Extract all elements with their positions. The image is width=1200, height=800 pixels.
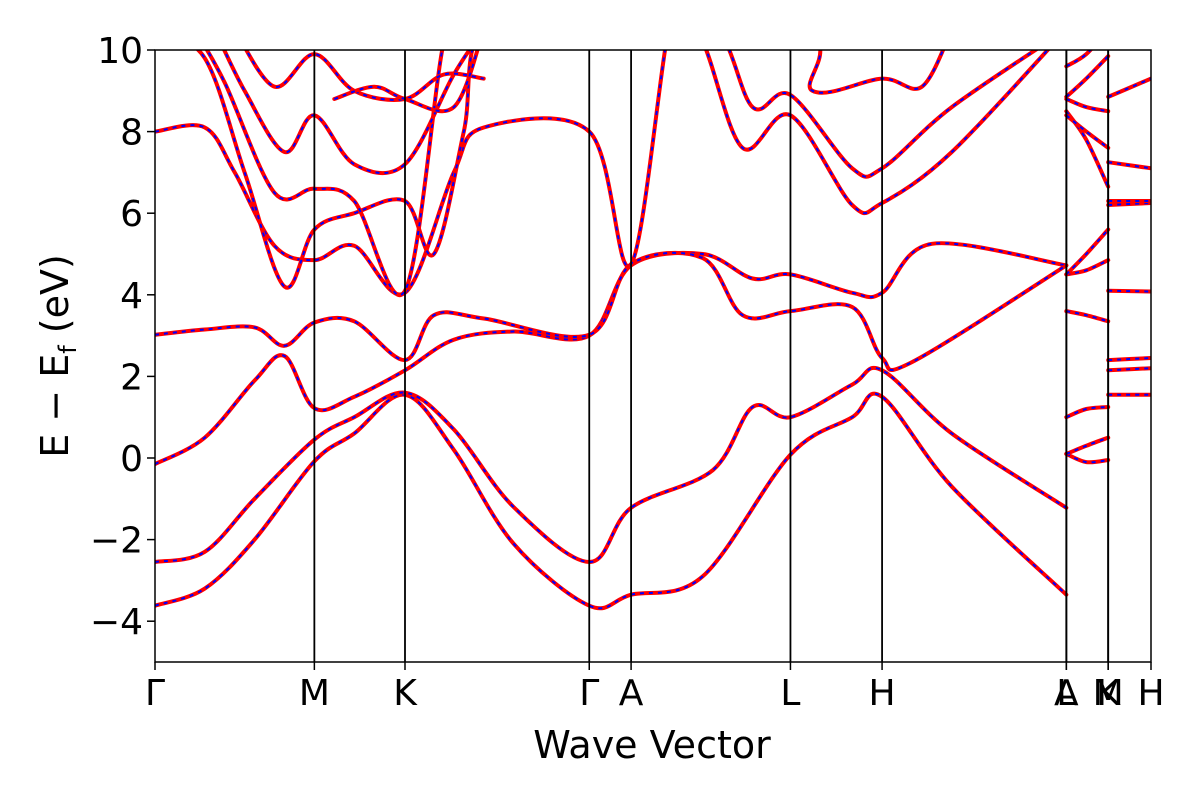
- y-tick-label: 10: [97, 31, 143, 72]
- x-tick-label: A: [619, 673, 644, 714]
- band-line-red-6: [204, 50, 946, 297]
- y-tick-label: 8: [120, 113, 143, 154]
- band-line-blue-27: [1108, 161, 1151, 170]
- band-line-blue-14: [1066, 259, 1109, 276]
- band-line-red-12: [1064, 405, 1111, 420]
- band-line-blue-19: [1065, 55, 1109, 98]
- band-line-red-9: [332, 50, 480, 114]
- band-line-blue-10: [1065, 452, 1109, 464]
- band-line-blue-17: [1065, 114, 1109, 149]
- band-line-blue-6: [205, 50, 945, 296]
- band-line-blue-3: [155, 251, 1067, 372]
- band-line-red-20: [1064, 50, 1094, 69]
- y-tick-label: 0: [120, 439, 143, 480]
- x-tick-label: M: [299, 673, 330, 714]
- x-axis-ticks: Γ M K Γ A L H AL MK H: [145, 662, 1165, 714]
- x-tick-label: L: [1056, 673, 1076, 714]
- band-line-blue-18: [1065, 98, 1109, 113]
- band-line-blue-11: [1065, 436, 1109, 455]
- band-line-blue-7: [223, 50, 471, 174]
- y-axis-ticks: −4 −2 0 2 4 6 8 10: [90, 31, 155, 643]
- band-line-blue-24: [1108, 289, 1151, 293]
- x-tick-label: H: [1137, 673, 1164, 714]
- band-line-blue-0: [155, 392, 1067, 610]
- x-tick-label: M: [1093, 673, 1124, 714]
- band-line-blue-15: [1065, 228, 1109, 276]
- band-line-blue-22: [1108, 367, 1151, 372]
- y-axis-title-unit: (eV): [33, 254, 77, 345]
- band-line-blue-25: [1108, 202, 1151, 206]
- band-line-red-5: [195, 50, 1040, 290]
- y-tick-label: −4: [90, 602, 143, 643]
- x-axis-title: Wave Vector: [533, 723, 771, 767]
- x-tick-label: L: [780, 673, 800, 714]
- band-line-blue-23: [1108, 357, 1151, 362]
- band-line-blue-5: [196, 50, 1038, 289]
- y-tick-label: 6: [120, 194, 143, 235]
- x-tick-label: A: [1054, 673, 1079, 714]
- band-line-red-3: [155, 250, 1069, 373]
- y-tick-label: 4: [120, 276, 143, 317]
- y-tick-label: 2: [120, 357, 143, 398]
- x-tick-label: Γ: [145, 673, 165, 714]
- x-tick-label: Γ: [579, 673, 599, 714]
- y-axis-title-subscript: f: [54, 345, 82, 354]
- y-tick-label: −2: [90, 521, 143, 562]
- band-line-blue-1: [155, 366, 1067, 564]
- band-line-blue-28: [1107, 77, 1151, 98]
- band-line-red-1: [155, 365, 1069, 565]
- band-line-blue-12: [1065, 406, 1109, 419]
- x-tick-label: H: [869, 673, 896, 714]
- plot-frame: [154, 49, 1152, 663]
- x-tick-label: K: [393, 673, 418, 714]
- band-lines: [155, 50, 1151, 611]
- band-line-red-0: [155, 391, 1069, 611]
- kpoint-divider-lines: [313, 50, 1110, 662]
- y-axis-title-main: E − E: [33, 354, 77, 458]
- y-axis-title: E − Ef (eV): [33, 254, 82, 458]
- band-line-blue-13: [1066, 310, 1109, 323]
- x-tick-label: K: [1096, 673, 1121, 714]
- band-line-blue-4: [155, 50, 1050, 296]
- band-line-blue-16: [1065, 110, 1110, 188]
